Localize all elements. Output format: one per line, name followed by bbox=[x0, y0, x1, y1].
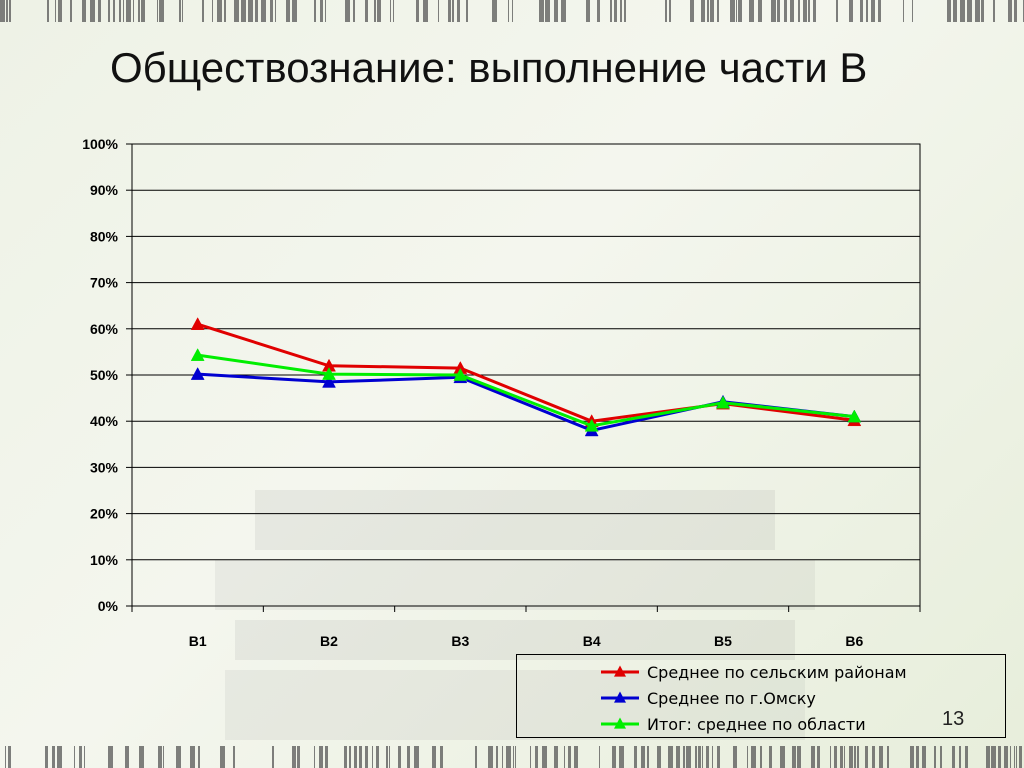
y-tick-label: 10% bbox=[90, 552, 119, 568]
series-line-2 bbox=[197, 372, 855, 433]
legend-item: Итог: среднее по области bbox=[599, 713, 866, 735]
data-point-marker bbox=[847, 409, 862, 423]
x-tick-label: B3 bbox=[451, 633, 469, 649]
page-number: 13 bbox=[942, 708, 965, 730]
data-point-marker bbox=[453, 367, 468, 381]
data-point-marker bbox=[584, 418, 599, 432]
y-tick-label: 50% bbox=[90, 367, 119, 383]
y-tick-label: 0% bbox=[98, 598, 119, 614]
y-tick-label: 90% bbox=[90, 182, 119, 198]
legend-swatch bbox=[601, 691, 639, 703]
legend-label: Итог: среднее по области bbox=[647, 714, 866, 734]
y-tick-label: 80% bbox=[90, 228, 119, 244]
data-point-marker bbox=[716, 395, 730, 409]
y-tick-label: 40% bbox=[90, 413, 119, 429]
y-tick-label: 60% bbox=[90, 321, 119, 337]
x-tick-label: B1 bbox=[189, 633, 207, 649]
x-tick-label: B5 bbox=[714, 633, 732, 649]
top-barcode-decoration bbox=[0, 0, 1024, 22]
y-tick-label: 70% bbox=[90, 275, 119, 291]
x-tick-label: B2 bbox=[320, 633, 338, 649]
series-line-3 bbox=[197, 353, 855, 428]
legend-item: Среднее по г.Омску bbox=[599, 687, 816, 709]
data-point-marker bbox=[190, 367, 205, 380]
legend-item: Среднее по сельским районам bbox=[599, 661, 907, 683]
data-point-marker bbox=[190, 317, 205, 330]
x-tick-label: B4 bbox=[583, 633, 601, 649]
slide-title: Обществознание: выполнение части В bbox=[110, 44, 868, 91]
paper-stack-watermark bbox=[215, 490, 815, 740]
legend-swatch bbox=[601, 665, 639, 677]
data-point-marker bbox=[190, 348, 205, 361]
data-point-marker bbox=[322, 367, 336, 380]
x-tick-label: B6 bbox=[845, 633, 863, 649]
y-tick-label: 100% bbox=[82, 136, 118, 152]
data-point-marker bbox=[322, 374, 336, 388]
y-tick-label: 30% bbox=[90, 459, 119, 475]
legend-label: Среднее по г.Омску bbox=[647, 688, 816, 708]
chart-legend: Среднее по сельским районам Среднее по г.… bbox=[516, 654, 1006, 738]
y-tick-label: 20% bbox=[90, 506, 119, 522]
bottom-barcode-decoration bbox=[5, 746, 1022, 768]
legend-swatch bbox=[601, 717, 639, 729]
legend-label: Среднее по сельским районам bbox=[647, 662, 907, 682]
